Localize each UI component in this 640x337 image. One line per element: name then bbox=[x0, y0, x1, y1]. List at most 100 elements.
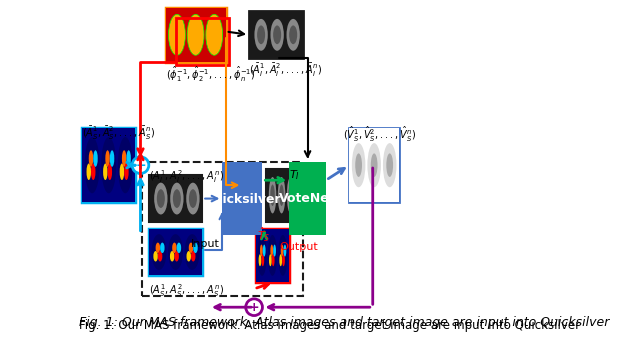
Ellipse shape bbox=[367, 143, 381, 187]
Ellipse shape bbox=[170, 183, 184, 214]
Ellipse shape bbox=[371, 153, 378, 177]
Text: $(\bar{A}^1_S, \bar{A}^2_S,...,\bar{A}^n_S)$: $(\bar{A}^1_S, \bar{A}^2_S,...,\bar{A}^n… bbox=[82, 125, 155, 142]
Ellipse shape bbox=[255, 19, 268, 51]
Text: $(\hat{\phi}^{-1}_1, \hat{\phi}^{-1}_2,...,\hat{\phi}^{-1}_n)$: $(\hat{\phi}^{-1}_1, \hat{\phi}^{-1}_2,.… bbox=[166, 65, 255, 84]
Text: $T_I$: $T_I$ bbox=[289, 168, 300, 182]
Ellipse shape bbox=[270, 245, 273, 256]
Ellipse shape bbox=[157, 189, 165, 208]
Ellipse shape bbox=[120, 163, 124, 180]
Ellipse shape bbox=[189, 243, 193, 253]
Ellipse shape bbox=[191, 251, 195, 262]
Ellipse shape bbox=[278, 177, 285, 213]
Bar bbox=[149, 229, 202, 275]
Bar bbox=[349, 128, 399, 202]
Ellipse shape bbox=[168, 14, 186, 55]
Ellipse shape bbox=[193, 243, 198, 253]
FancyBboxPatch shape bbox=[249, 11, 303, 58]
Ellipse shape bbox=[284, 245, 286, 256]
Ellipse shape bbox=[257, 26, 265, 44]
Text: Input: Input bbox=[191, 239, 220, 249]
Ellipse shape bbox=[158, 251, 163, 262]
Bar bbox=[266, 168, 296, 222]
Text: Quicksilver: Quicksilver bbox=[204, 192, 281, 205]
Ellipse shape bbox=[278, 235, 287, 276]
FancyBboxPatch shape bbox=[82, 128, 136, 202]
Ellipse shape bbox=[156, 243, 160, 253]
Bar bbox=[149, 175, 202, 222]
FancyBboxPatch shape bbox=[222, 162, 262, 235]
Ellipse shape bbox=[118, 137, 132, 193]
Ellipse shape bbox=[289, 185, 293, 206]
Ellipse shape bbox=[269, 177, 276, 213]
Circle shape bbox=[246, 299, 262, 315]
FancyBboxPatch shape bbox=[266, 168, 296, 222]
Text: VoteNet: VoteNet bbox=[279, 192, 336, 205]
Ellipse shape bbox=[352, 143, 365, 187]
FancyBboxPatch shape bbox=[256, 229, 289, 282]
Ellipse shape bbox=[287, 19, 300, 51]
Ellipse shape bbox=[173, 189, 181, 208]
Ellipse shape bbox=[101, 137, 116, 193]
Text: +: + bbox=[135, 159, 146, 172]
Bar bbox=[256, 229, 289, 282]
Text: Fig. 1: Our MAS framework. Atlas images and target image are input into Quicksil: Fig. 1: Our MAS framework. Atlas images … bbox=[79, 319, 580, 332]
Ellipse shape bbox=[186, 183, 200, 214]
Ellipse shape bbox=[273, 26, 281, 44]
Ellipse shape bbox=[271, 19, 284, 51]
Bar bbox=[249, 11, 303, 58]
Ellipse shape bbox=[261, 254, 264, 266]
Ellipse shape bbox=[355, 153, 362, 177]
Ellipse shape bbox=[387, 153, 393, 177]
Text: $(A^1_S, A^2_S,...,A^n_S)$: $(A^1_S, A^2_S,...,A^n_S)$ bbox=[149, 282, 224, 299]
FancyBboxPatch shape bbox=[289, 162, 326, 235]
Ellipse shape bbox=[383, 143, 396, 187]
Text: +: + bbox=[249, 301, 259, 314]
Bar bbox=[82, 128, 136, 202]
Ellipse shape bbox=[108, 163, 112, 180]
Ellipse shape bbox=[152, 234, 166, 270]
Text: $\hat{T}_S$: $\hat{T}_S$ bbox=[257, 225, 271, 244]
Ellipse shape bbox=[110, 150, 115, 167]
Ellipse shape bbox=[279, 254, 282, 266]
Ellipse shape bbox=[187, 14, 204, 55]
Ellipse shape bbox=[175, 251, 179, 262]
Ellipse shape bbox=[259, 254, 261, 266]
Ellipse shape bbox=[186, 251, 191, 262]
FancyBboxPatch shape bbox=[149, 175, 202, 222]
Ellipse shape bbox=[84, 137, 100, 193]
Bar bbox=[166, 8, 226, 62]
Circle shape bbox=[132, 157, 149, 174]
Ellipse shape bbox=[272, 254, 275, 266]
Text: Fig. 1: Our MAS framework. Atlas images and target image are input into Quicksil: Fig. 1: Our MAS framework. Atlas images … bbox=[79, 316, 609, 329]
Ellipse shape bbox=[124, 163, 129, 180]
Text: $(A^1_I, A^2_I,...,A^n_I)$: $(A^1_I, A^2_I,...,A^n_I)$ bbox=[149, 168, 224, 185]
FancyBboxPatch shape bbox=[166, 8, 226, 62]
Ellipse shape bbox=[86, 163, 91, 180]
Ellipse shape bbox=[170, 251, 175, 262]
FancyBboxPatch shape bbox=[349, 128, 399, 202]
Ellipse shape bbox=[106, 150, 110, 167]
Ellipse shape bbox=[89, 150, 93, 167]
Ellipse shape bbox=[168, 234, 183, 270]
Ellipse shape bbox=[189, 189, 197, 208]
Ellipse shape bbox=[160, 243, 164, 253]
Text: Output: Output bbox=[279, 242, 318, 252]
Ellipse shape bbox=[177, 243, 181, 253]
Ellipse shape bbox=[268, 235, 277, 276]
Ellipse shape bbox=[289, 26, 297, 44]
Ellipse shape bbox=[269, 254, 272, 266]
Ellipse shape bbox=[287, 177, 294, 213]
Ellipse shape bbox=[172, 243, 177, 253]
Ellipse shape bbox=[282, 254, 285, 266]
Ellipse shape bbox=[273, 245, 276, 256]
FancyBboxPatch shape bbox=[149, 229, 202, 275]
Ellipse shape bbox=[260, 245, 263, 256]
Ellipse shape bbox=[126, 150, 131, 167]
Ellipse shape bbox=[93, 150, 98, 167]
Ellipse shape bbox=[154, 251, 158, 262]
Ellipse shape bbox=[279, 185, 284, 206]
Text: $(\bar{A}^1_I, \bar{A}^2_I,...,\bar{A}^n_I)$: $(\bar{A}^1_I, \bar{A}^2_I,...,\bar{A}^n… bbox=[249, 62, 322, 79]
Ellipse shape bbox=[257, 235, 267, 276]
Ellipse shape bbox=[184, 234, 200, 270]
Ellipse shape bbox=[263, 245, 266, 256]
